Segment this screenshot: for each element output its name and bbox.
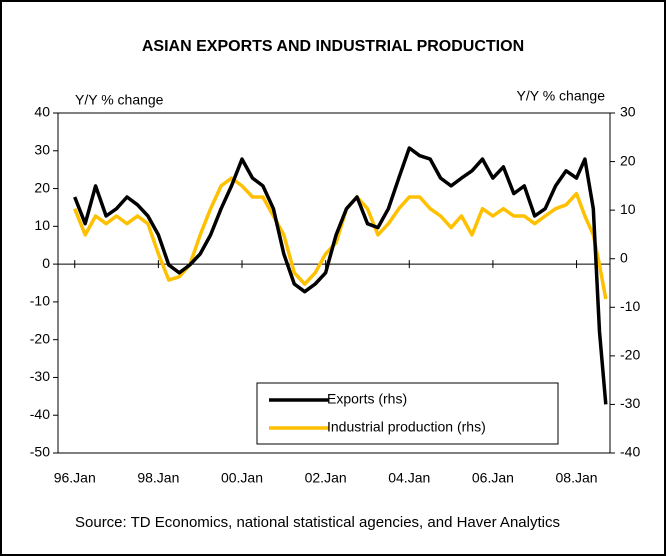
y2-tick-label: 10 (620, 201, 636, 217)
series-line (73, 146, 608, 405)
x-tick-label: 98.Jan (137, 470, 179, 486)
y-tick-label: -40 (30, 406, 50, 422)
y2-axis-label: Y/Y % change (517, 88, 606, 104)
y2-tick-label: -30 (620, 395, 640, 411)
x-tick-label: 00.Jan (221, 470, 263, 486)
x-tick-label: 06.Jan (472, 470, 514, 486)
x-tick-label: 04.Jan (388, 470, 430, 486)
y-tick-label: 0 (42, 255, 50, 271)
y-tick-label: -30 (30, 368, 50, 384)
y2-tick-label: 30 (620, 104, 636, 120)
x-tick-label: 96.Jan (54, 470, 96, 486)
y2-tick-label: -10 (620, 298, 640, 314)
plot-area (57, 112, 611, 454)
y-axis-label: Y/Y % change (75, 92, 164, 108)
legend-box (256, 382, 559, 445)
y-tick-label: -10 (30, 293, 50, 309)
x-tick-label: 08.Jan (556, 470, 598, 486)
y2-tick-label: 0 (620, 249, 628, 265)
y-tick-label: -20 (30, 330, 50, 346)
y-tick-label: 40 (34, 104, 50, 120)
chart-title: ASIAN EXPORTS AND INDUSTRIAL PRODUCTION (142, 38, 524, 55)
y2-tick-label: -20 (620, 347, 640, 363)
y-tick-label: 20 (34, 179, 50, 195)
y-tick-label: -50 (30, 444, 50, 460)
y-tick-label: 10 (34, 217, 50, 233)
y-tick-label: 30 (34, 141, 50, 157)
source-note: Source: TD Economics, national statistic… (75, 514, 560, 531)
y2-tick-label: -40 (620, 444, 640, 460)
legend-label: Exports (rhs) (327, 391, 407, 407)
legend-label: Industrial production (rhs) (327, 419, 486, 435)
x-tick-label: 02.Jan (305, 470, 347, 486)
y2-tick-label: 20 (620, 152, 636, 168)
